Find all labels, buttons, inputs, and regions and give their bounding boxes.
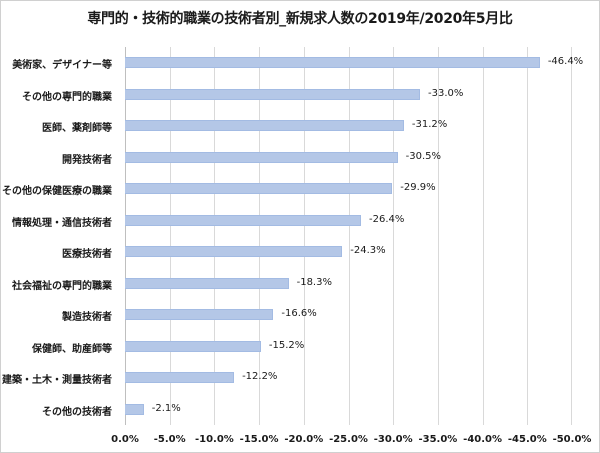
bar-row: -12.2% (125, 362, 572, 394)
x-tick-label: -30.0% (373, 434, 413, 445)
bar (125, 151, 398, 163)
bar-row: -26.4% (125, 205, 572, 237)
data-label: -33.0% (428, 87, 464, 99)
chart-title: 専門的・技術的職業の技術者別_新規求人数の2019年/2020年5月比 (87, 11, 513, 27)
bar (125, 120, 404, 131)
category-label: 医療技術者 (62, 249, 112, 260)
bar (125, 309, 274, 320)
category-label: 社会福祉の専門的職業 (12, 280, 112, 292)
data-label: -46.4% (547, 56, 584, 67)
bar-row: -18.3% (125, 268, 572, 300)
data-label: -26.4% (369, 213, 405, 225)
x-tick-label: -20.0% (284, 434, 324, 445)
gridline (303, 47, 305, 425)
data-label: -2.1% (151, 402, 181, 414)
x-tick-label: -15.0% (239, 434, 279, 445)
category-label: 保健師、助産師等 (32, 343, 112, 355)
x-tick-label: -45.0% (507, 434, 547, 445)
gridline (571, 47, 572, 425)
x-tick-label: -25.0% (329, 434, 368, 445)
bar (125, 277, 289, 289)
plot-area: -46.4% -33.0% -31.2% -30.5% -29.9% -26.4% -24.… (125, 47, 583, 426)
bar (125, 340, 261, 352)
x-tick-label: -40.0% (463, 434, 503, 445)
gridline (214, 47, 216, 425)
data-label: -12.2% (242, 371, 278, 382)
bar-row: -30.5% (125, 142, 572, 174)
bar (125, 372, 235, 383)
category-label: 建築・土木・測量技術者 (2, 375, 112, 386)
x-tick-label: -5.0% (153, 434, 186, 445)
gridline (259, 47, 261, 425)
bar (125, 183, 393, 194)
bar-row: -46.4% (125, 47, 583, 79)
gridline (437, 47, 439, 425)
bar-row: -31.2% (125, 110, 572, 142)
category-label: 製造技術者 (62, 312, 112, 323)
data-label: -15.2% (268, 339, 305, 351)
category-label: 情報処理・通信技術者 (12, 217, 112, 229)
gridline (527, 47, 529, 425)
category-label: その他の技術者 (42, 406, 112, 418)
bar (125, 403, 144, 415)
data-label: -24.3% (350, 245, 386, 256)
bar (125, 88, 421, 100)
gridline (169, 47, 171, 425)
gridline (125, 47, 126, 425)
gridline (348, 47, 350, 425)
x-tick-label: -50.0% (552, 434, 592, 445)
data-label: -29.9% (400, 182, 436, 193)
x-tick-label: 0.0% (111, 434, 139, 445)
data-label: -30.5% (405, 150, 442, 162)
data-label: -16.6% (281, 308, 317, 319)
data-label: -18.3% (296, 276, 332, 288)
category-label: 開発技術者 (62, 154, 112, 166)
gridline (482, 47, 484, 425)
bar (125, 214, 362, 226)
bar-row: -33.0% (125, 79, 572, 111)
bar-row: -2.1% (125, 394, 572, 426)
category-label: 美術家、デザイナー等 (12, 60, 112, 71)
category-label: その他の保健医療の職業 (2, 186, 112, 197)
data-label: -31.2% (411, 119, 448, 130)
gridline (393, 47, 395, 425)
bar (125, 246, 343, 257)
bar-row: -16.6% (125, 299, 572, 331)
bar (125, 57, 540, 68)
bar-row: -29.9% (125, 173, 572, 205)
x-tick-label: -35.0% (418, 434, 458, 445)
category-label: その他の専門的職業 (22, 91, 112, 103)
category-label: 医師、薬剤師等 (42, 123, 112, 134)
bar-row: -24.3% (125, 236, 572, 268)
x-tick-label: -10.0% (194, 434, 234, 445)
bar-row: -15.2% (125, 331, 572, 363)
